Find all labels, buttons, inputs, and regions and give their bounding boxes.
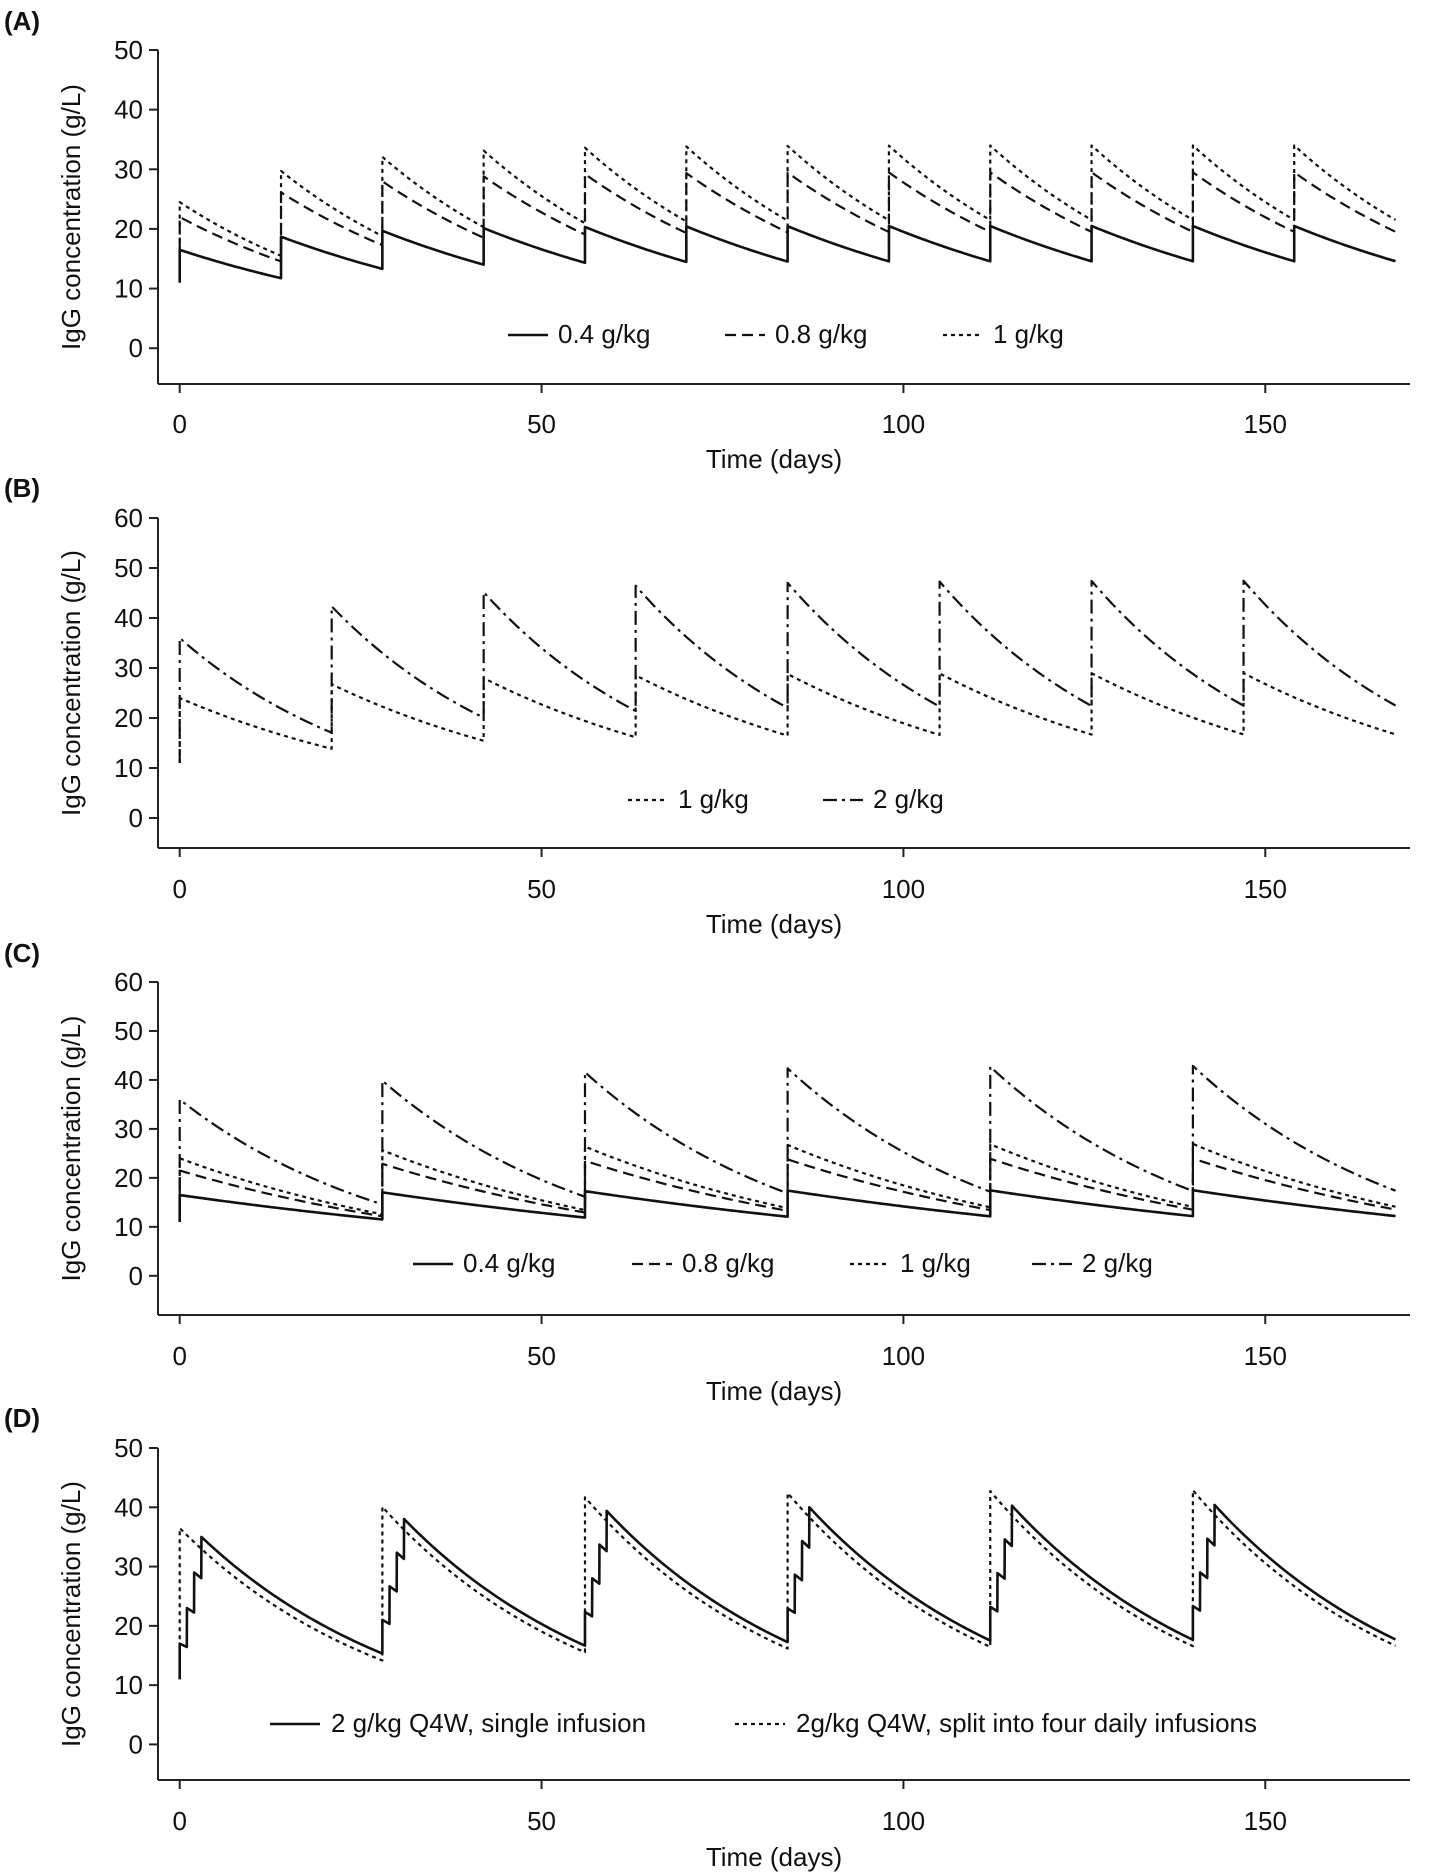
y-tick-label: 0	[129, 1261, 143, 1291]
y-tick-label: 20	[114, 703, 143, 733]
legend-label: 2 g/kg	[1082, 1248, 1153, 1278]
y-tick-label: 60	[114, 967, 143, 997]
y-tick-label: 40	[114, 1065, 143, 1095]
y-tick-label: 30	[114, 154, 143, 184]
x-tick-label: 100	[882, 1806, 925, 1836]
y-tick-label: 30	[114, 1552, 143, 1582]
y-tick-label: 50	[114, 35, 143, 65]
y-tick-label: 10	[114, 753, 143, 783]
series-line-3	[178, 1142, 1396, 1222]
legend-label: 0.4 g/kg	[558, 319, 651, 349]
legend-label: 0.8 g/kg	[775, 319, 868, 349]
legend-label: 0.4 g/kg	[463, 1248, 556, 1278]
x-tick-label: 50	[527, 874, 556, 904]
y-axis-title: IgG concentration (g/L)	[56, 550, 86, 816]
legend-label: 2 g/kg	[873, 784, 944, 814]
y-tick-label: 40	[114, 95, 143, 125]
x-tick-label: 150	[1244, 1806, 1287, 1836]
legend-label: 1 g/kg	[993, 319, 1064, 349]
y-axis-title: IgG concentration (g/L)	[56, 1016, 86, 1282]
series-line-2	[178, 579, 1397, 763]
x-tick-label: 50	[527, 1806, 556, 1836]
y-tick-label: 20	[114, 1163, 143, 1193]
legend-label: 2 g/kg Q4W, single infusion	[331, 1708, 646, 1738]
y-tick-label: 60	[114, 503, 143, 533]
y-tick-label: 30	[114, 653, 143, 683]
series-line-3	[178, 144, 1397, 283]
panel-label: (B)	[4, 473, 40, 503]
panel-2: (B) 0 10 20 30 40 50 60 0 50 100 150 Time (days) IgG …	[4, 473, 1410, 939]
x-tick-label: 100	[882, 874, 925, 904]
panel-label: (D)	[4, 1403, 40, 1433]
y-tick-label: 30	[114, 1114, 143, 1144]
x-tick-label: 100	[882, 1341, 925, 1371]
panel-1: (A) 0 10 20 30 40 50 0 50 100 150 Time (days) IgG co…	[4, 6, 1410, 474]
y-tick-label: 50	[114, 1433, 143, 1463]
series-line-1	[178, 1188, 1396, 1222]
x-tick-label: 150	[1244, 874, 1287, 904]
x-tick-label: 50	[527, 1341, 556, 1371]
x-tick-label: 100	[882, 409, 925, 439]
series-line-2	[178, 171, 1397, 283]
y-tick-label: 20	[114, 1611, 143, 1641]
x-tick-label: 50	[527, 409, 556, 439]
y-tick-label: 40	[114, 1492, 143, 1522]
legend-label: 0.8 g/kg	[682, 1248, 775, 1278]
x-tick-label: 0	[172, 874, 186, 904]
x-tick-label: 150	[1244, 409, 1287, 439]
x-tick-label: 0	[172, 409, 186, 439]
y-axis-title: IgG concentration (g/L)	[56, 84, 86, 350]
y-tick-label: 50	[114, 1016, 143, 1046]
y-tick-label: 20	[114, 214, 143, 244]
legend-label: 1 g/kg	[900, 1248, 971, 1278]
x-tick-label: 0	[172, 1806, 186, 1836]
series-line-1	[178, 224, 1396, 283]
series-line-2	[178, 1489, 1396, 1680]
x-axis-title: Time (days)	[706, 1842, 842, 1872]
y-tick-label: 40	[114, 603, 143, 633]
y-tick-label: 10	[114, 1670, 143, 1700]
y-axis-title: IgG concentration (g/L)	[56, 1481, 86, 1747]
legend-label: 1 g/kg	[678, 784, 749, 814]
y-tick-label: 10	[114, 1212, 143, 1242]
y-tick-label: 10	[114, 274, 143, 304]
y-tick-label: 0	[129, 333, 143, 363]
y-tick-label: 0	[129, 803, 143, 833]
series-line-2	[178, 1157, 1396, 1222]
y-tick-label: 0	[129, 1729, 143, 1759]
x-axis-title: Time (days)	[706, 444, 842, 474]
y-tick-label: 50	[114, 553, 143, 583]
panel-4: (D) 0 10 20 30 40 50 0 50 100 150 Time (days) IgG co…	[4, 1403, 1410, 1872]
x-tick-label: 0	[172, 1341, 186, 1371]
series-line-4	[178, 1064, 1396, 1222]
x-tick-label: 150	[1244, 1341, 1287, 1371]
x-axis-title: Time (days)	[706, 909, 842, 939]
x-axis-title: Time (days)	[706, 1376, 842, 1406]
panel-label: (C)	[4, 938, 40, 968]
legend-label: 2g/kg Q4W, split into four daily infusio…	[796, 1708, 1257, 1738]
panel-label: (A)	[4, 6, 40, 36]
panel-3: (C) 0 10 20 30 40 50 60 0 50 100 150 Time (days) IgG …	[4, 938, 1410, 1406]
